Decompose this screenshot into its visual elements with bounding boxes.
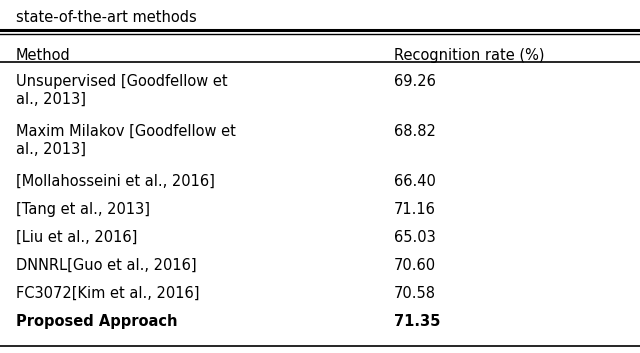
Text: DNNRL[Guo et al., 2016]: DNNRL[Guo et al., 2016]: [16, 258, 196, 273]
Text: [Mollahosseini et al., 2016]: [Mollahosseini et al., 2016]: [16, 174, 215, 189]
Text: Unsupervised [Goodfellow et
al., 2013]: Unsupervised [Goodfellow et al., 2013]: [16, 74, 228, 107]
Text: Recognition rate (%): Recognition rate (%): [394, 48, 544, 63]
Text: 71.35: 71.35: [394, 314, 440, 329]
Text: 71.16: 71.16: [394, 202, 435, 217]
Text: [Liu et al., 2016]: [Liu et al., 2016]: [16, 230, 138, 245]
Text: Method: Method: [16, 48, 71, 63]
Text: 68.82: 68.82: [394, 124, 435, 139]
Text: 65.03: 65.03: [394, 230, 435, 245]
Text: 70.58: 70.58: [394, 286, 436, 301]
Text: 69.26: 69.26: [394, 74, 435, 89]
Text: Proposed Approach: Proposed Approach: [16, 314, 177, 329]
Text: state-of-the-art methods: state-of-the-art methods: [16, 10, 196, 25]
Text: 70.60: 70.60: [394, 258, 436, 273]
Text: FC3072[Kim et al., 2016]: FC3072[Kim et al., 2016]: [16, 286, 200, 301]
Text: Maxim Milakov [Goodfellow et
al., 2013]: Maxim Milakov [Goodfellow et al., 2013]: [16, 124, 236, 157]
Text: [Tang et al., 2013]: [Tang et al., 2013]: [16, 202, 150, 217]
Text: 66.40: 66.40: [394, 174, 435, 189]
